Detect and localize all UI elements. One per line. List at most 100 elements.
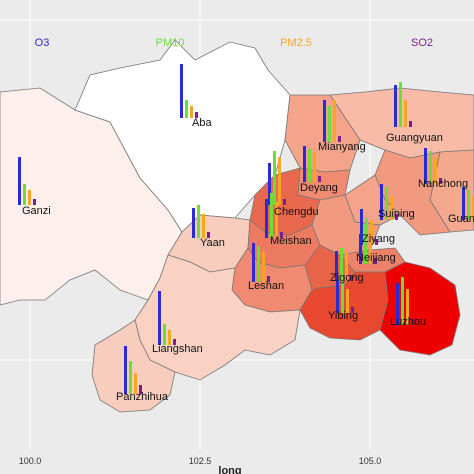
bar-so2-deyang (318, 176, 321, 182)
city-label-neijiang: Neijiang (356, 252, 396, 264)
bar-o3-mianyang (323, 100, 326, 142)
bar-o3-chengdu (268, 163, 271, 205)
bar-so2-neijiang (374, 258, 377, 264)
x-axis: 100.0 102.5 105.0 long (19, 456, 382, 474)
bar-o3-ganzi (18, 157, 21, 205)
city-label-aba: Aba (192, 117, 212, 129)
city-label-guangyuan: Guangyuan (386, 132, 443, 144)
bar-pm10-ganzi (23, 184, 26, 205)
bar-o3-yaan (192, 208, 195, 238)
bar-pm10-neijiang (364, 225, 367, 264)
bar-pm10-chengdu (273, 151, 276, 205)
bar-so2-luzhou (411, 319, 414, 325)
city-label-deyang: Deyang (300, 182, 338, 194)
bar-pm25-guang (472, 196, 474, 220)
bar-o3-deyang (303, 146, 306, 182)
legend-item-so2: SO2 (411, 37, 433, 49)
bar-so2-ziyang (375, 239, 378, 245)
city-label-panzhihua: Panzhihua (116, 391, 169, 403)
pollutant-bars (18, 64, 474, 394)
bar-o3-guangyuan (394, 85, 397, 127)
region-panzhihua (91, 319, 176, 413)
bar-so2-mianyang (338, 136, 341, 142)
bar-pm10-zigong (340, 248, 343, 281)
bar-pm25-yaan (202, 214, 205, 238)
bar-pm25-luzhou (406, 289, 409, 325)
bar-pm25-liangshan (168, 330, 171, 345)
bar-pm25-yibing (346, 289, 349, 313)
bar-pm10-luzhou (401, 277, 404, 325)
bar-pm25-zigong (345, 251, 348, 281)
bar-pm25-guangyuan (404, 100, 407, 127)
bar-o3-leshan (252, 243, 255, 282)
x-tick-label: 105.0 (359, 456, 382, 466)
bar-so2-leshan (267, 276, 270, 282)
bar-so2-zigong (350, 275, 353, 281)
bar-pm10-meishan (270, 193, 273, 238)
bar-pm10-yaan (197, 205, 200, 238)
bar-so2-ganzi (33, 199, 36, 205)
bar-o3-suining (380, 184, 383, 220)
bar-o3-yibing (336, 280, 339, 313)
bar-so2-guangyuan (409, 121, 412, 127)
bar-pm10-panzhihua (129, 361, 132, 394)
bar-pm10-guang (467, 190, 470, 220)
legend-item-o3: O3 (35, 37, 50, 49)
bar-pm25-aba (190, 106, 193, 118)
bar-so2-aba (195, 112, 198, 118)
bar-o3-guang (462, 187, 465, 220)
bar-so2-nanchong (439, 178, 442, 184)
bar-pm25-suining (390, 196, 393, 220)
city-label-leshan: Leshan (248, 280, 284, 292)
bar-pm25-neijiang (369, 231, 372, 264)
x-tick-label: 100.0 (19, 456, 42, 466)
city-label-chengdu: Chengdu (274, 206, 319, 218)
bar-so2-panzhihua (139, 385, 142, 394)
city-label-liangshan: Liangshan (152, 343, 203, 355)
city-label-ziyang: Ziyang (362, 233, 395, 245)
bar-o3-zigong (335, 251, 338, 281)
bar-so2-chengdu (283, 199, 286, 205)
city-label-luzhou: Luzhou (390, 316, 426, 328)
region-luzhou (379, 261, 461, 356)
bar-o3-nanchong (424, 148, 427, 184)
bar-so2-meishan (280, 232, 283, 238)
bar-o3-panzhihua (124, 346, 127, 394)
city-label-mianyang: Mianyang (318, 141, 366, 153)
city-label-zigong: Zigong (330, 272, 364, 284)
bar-so2-yibing (351, 307, 354, 313)
city-label-ganzi: Ganzi (22, 205, 51, 217)
city-label-yaan: Yaan (200, 237, 225, 249)
bar-pm10-guangyuan (399, 82, 402, 127)
bar-pm10-liangshan (163, 324, 166, 345)
city-label-guang: Guang (448, 213, 474, 225)
bar-pm25-mianyang (333, 100, 336, 142)
bar-pm25-nanchong (434, 157, 437, 184)
bar-so2-yaan (207, 232, 210, 238)
bar-pm10-nanchong (429, 151, 432, 184)
bar-so2-liangshan (173, 339, 176, 345)
bar-pm25-leshan (262, 252, 265, 282)
bar-pm25-chengdu (278, 157, 281, 205)
bar-so2-suining (395, 214, 398, 220)
bar-pm10-yibing (341, 277, 344, 313)
x-axis-title: long (218, 465, 241, 474)
bar-pm25-meishan (275, 202, 278, 238)
city-label-yibing: Yibing (328, 310, 358, 322)
city-label-nanchong: Nanchong (418, 178, 468, 190)
bar-o3-aba (180, 64, 183, 118)
bar-o3-neijiang (359, 234, 362, 264)
bar-pm25-deyang (313, 152, 316, 182)
legend-item-pm10: PM10 (156, 37, 185, 49)
x-tick-label: 102.5 (189, 456, 212, 466)
bar-pm10-suining (385, 187, 388, 220)
legend: O3 PM10 PM2.5 SO2 (35, 37, 433, 49)
bar-pm25-panzhihua (134, 373, 137, 394)
bar-o3-liangshan (158, 291, 161, 345)
bar-o3-luzhou (396, 283, 399, 325)
city-labels: Aba Ganzi Mianyang Guangyuan Deyang Nanchong C… (22, 117, 474, 403)
bar-pm10-mianyang (328, 106, 331, 142)
bar-pm10-deyang (308, 149, 311, 182)
legend-item-pm25: PM2.5 (280, 37, 312, 49)
